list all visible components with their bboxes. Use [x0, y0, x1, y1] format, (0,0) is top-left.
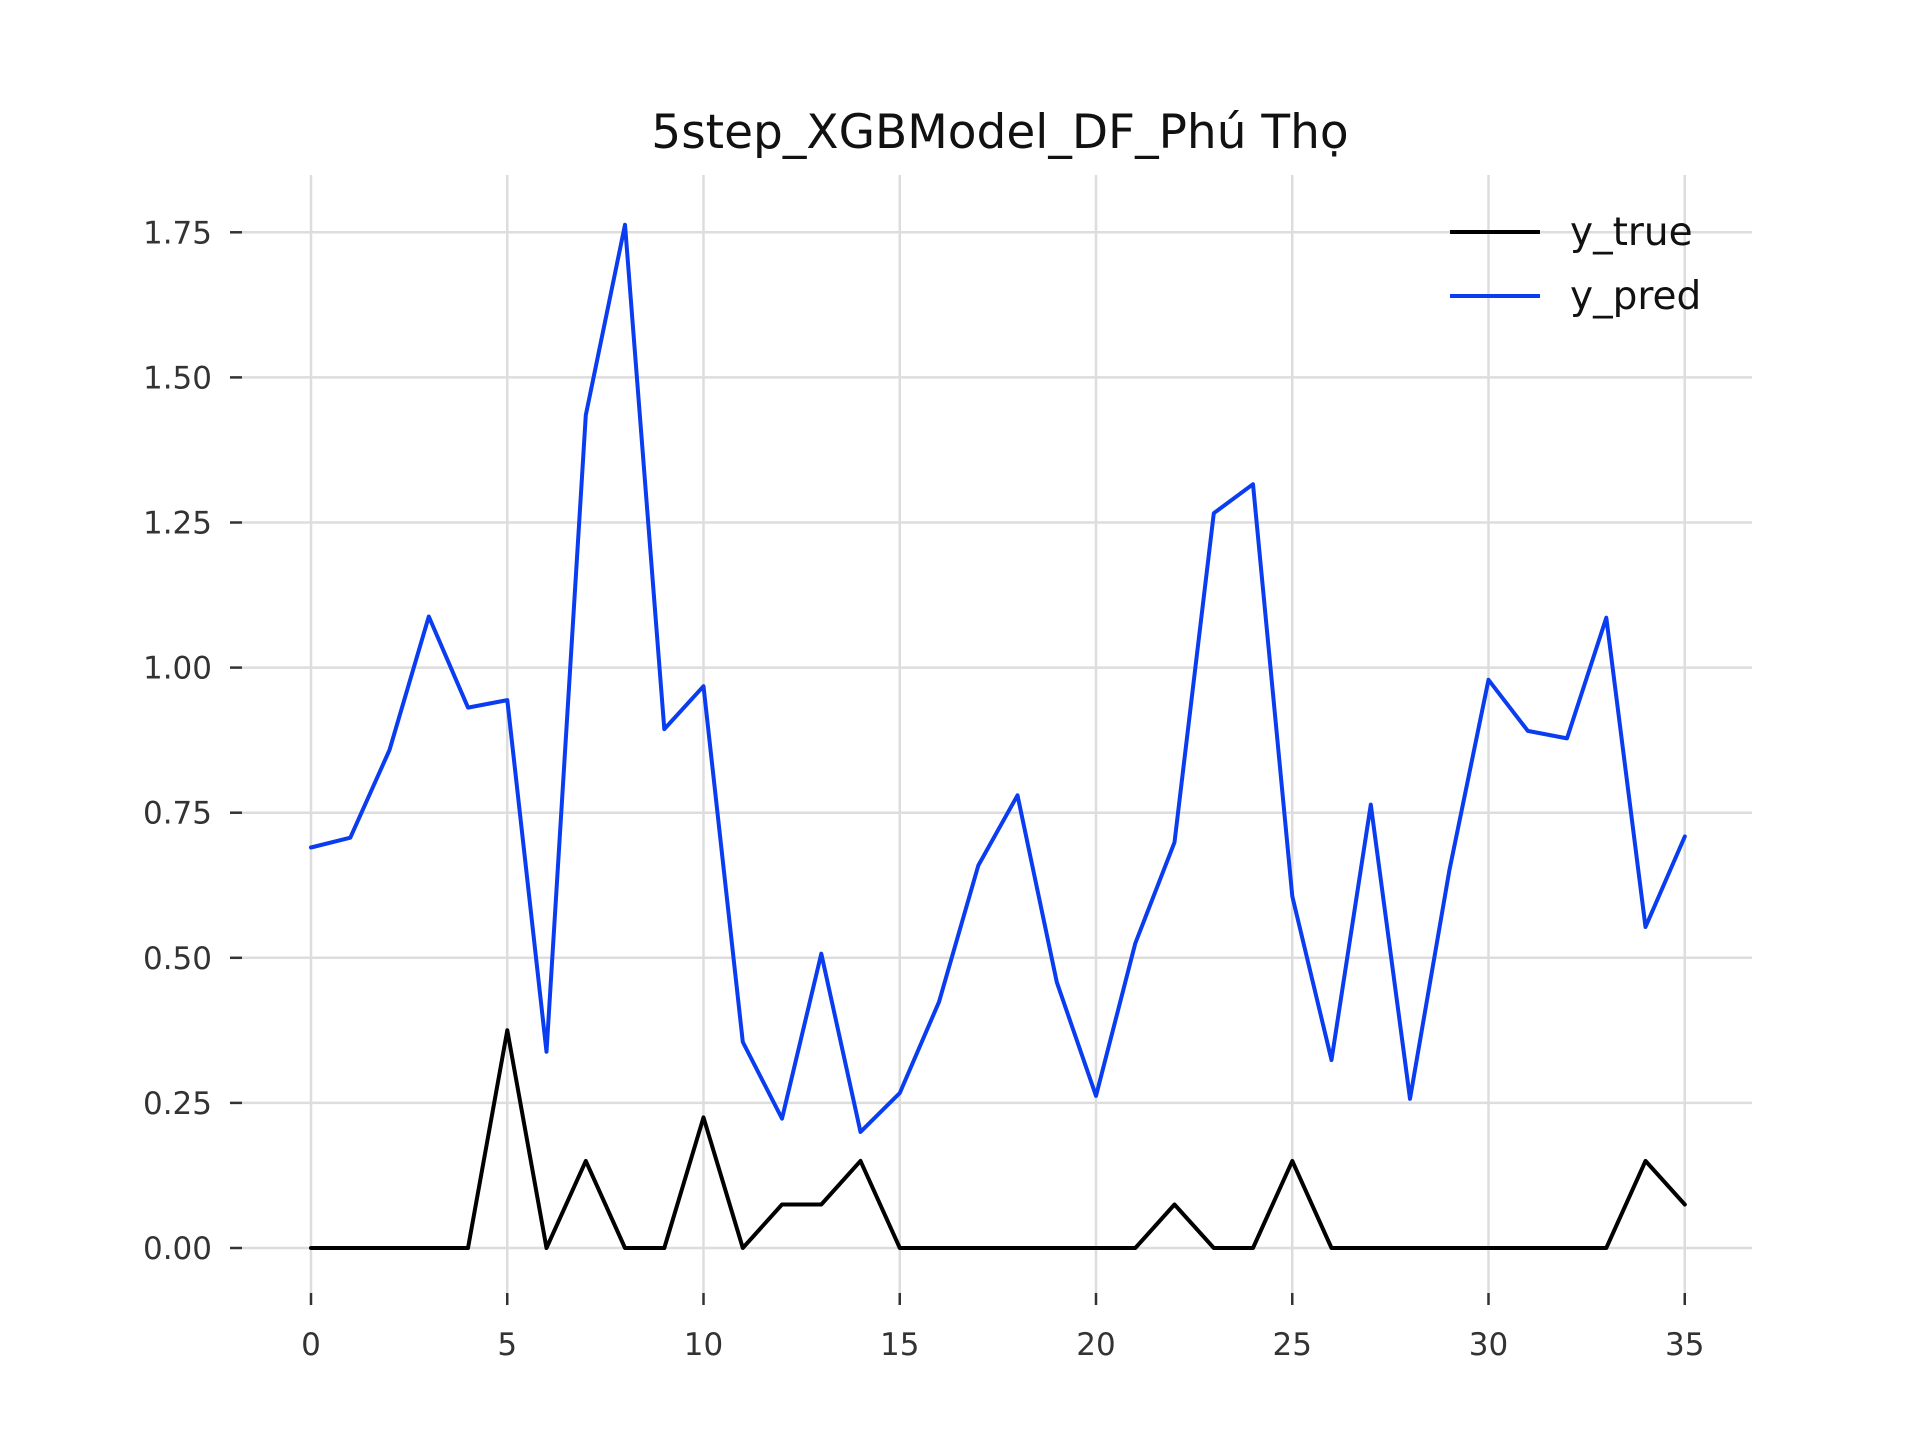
legend-label-y-pred: y_pred [1570, 274, 1701, 319]
y-tick-label: 1.50 [143, 360, 212, 396]
x-tick-label: 30 [1469, 1327, 1508, 1363]
chart-title: 5step_XGBModel_DF_Phú Thọ [651, 105, 1348, 160]
x-tick-label: 25 [1273, 1327, 1312, 1363]
y-tick-label: 0.75 [143, 796, 212, 832]
x-tick-label: 0 [301, 1327, 321, 1363]
x-tick-label: 10 [684, 1327, 723, 1363]
plot-area [309, 222, 1687, 1250]
grid [242, 175, 1752, 1293]
x-tick-label: 20 [1076, 1327, 1115, 1363]
series-line-y-pred [309, 222, 1687, 1134]
y-tick-label: 0.50 [143, 941, 212, 977]
legend-label-y-true: y_true [1570, 210, 1693, 255]
y-tick-label: 0.00 [143, 1231, 212, 1267]
x-axis: 0 5 10 15 20 25 30 35 [301, 1293, 1704, 1363]
x-tick-label: 35 [1665, 1327, 1704, 1363]
x-tick-label: 15 [880, 1327, 919, 1363]
y-tick-label: 1.00 [143, 651, 212, 687]
series-line-y-true [309, 1028, 1687, 1250]
legend: y_true y_pred [1450, 210, 1701, 319]
y-tick-label: 0.25 [143, 1086, 212, 1122]
y-tick-label: 1.25 [143, 506, 212, 542]
y-tick-label: 1.75 [143, 215, 212, 251]
x-tick-label: 5 [497, 1327, 517, 1363]
y-axis: 0.00 0.25 0.50 0.75 1.00 1.25 1.50 1.75 [143, 215, 242, 1267]
